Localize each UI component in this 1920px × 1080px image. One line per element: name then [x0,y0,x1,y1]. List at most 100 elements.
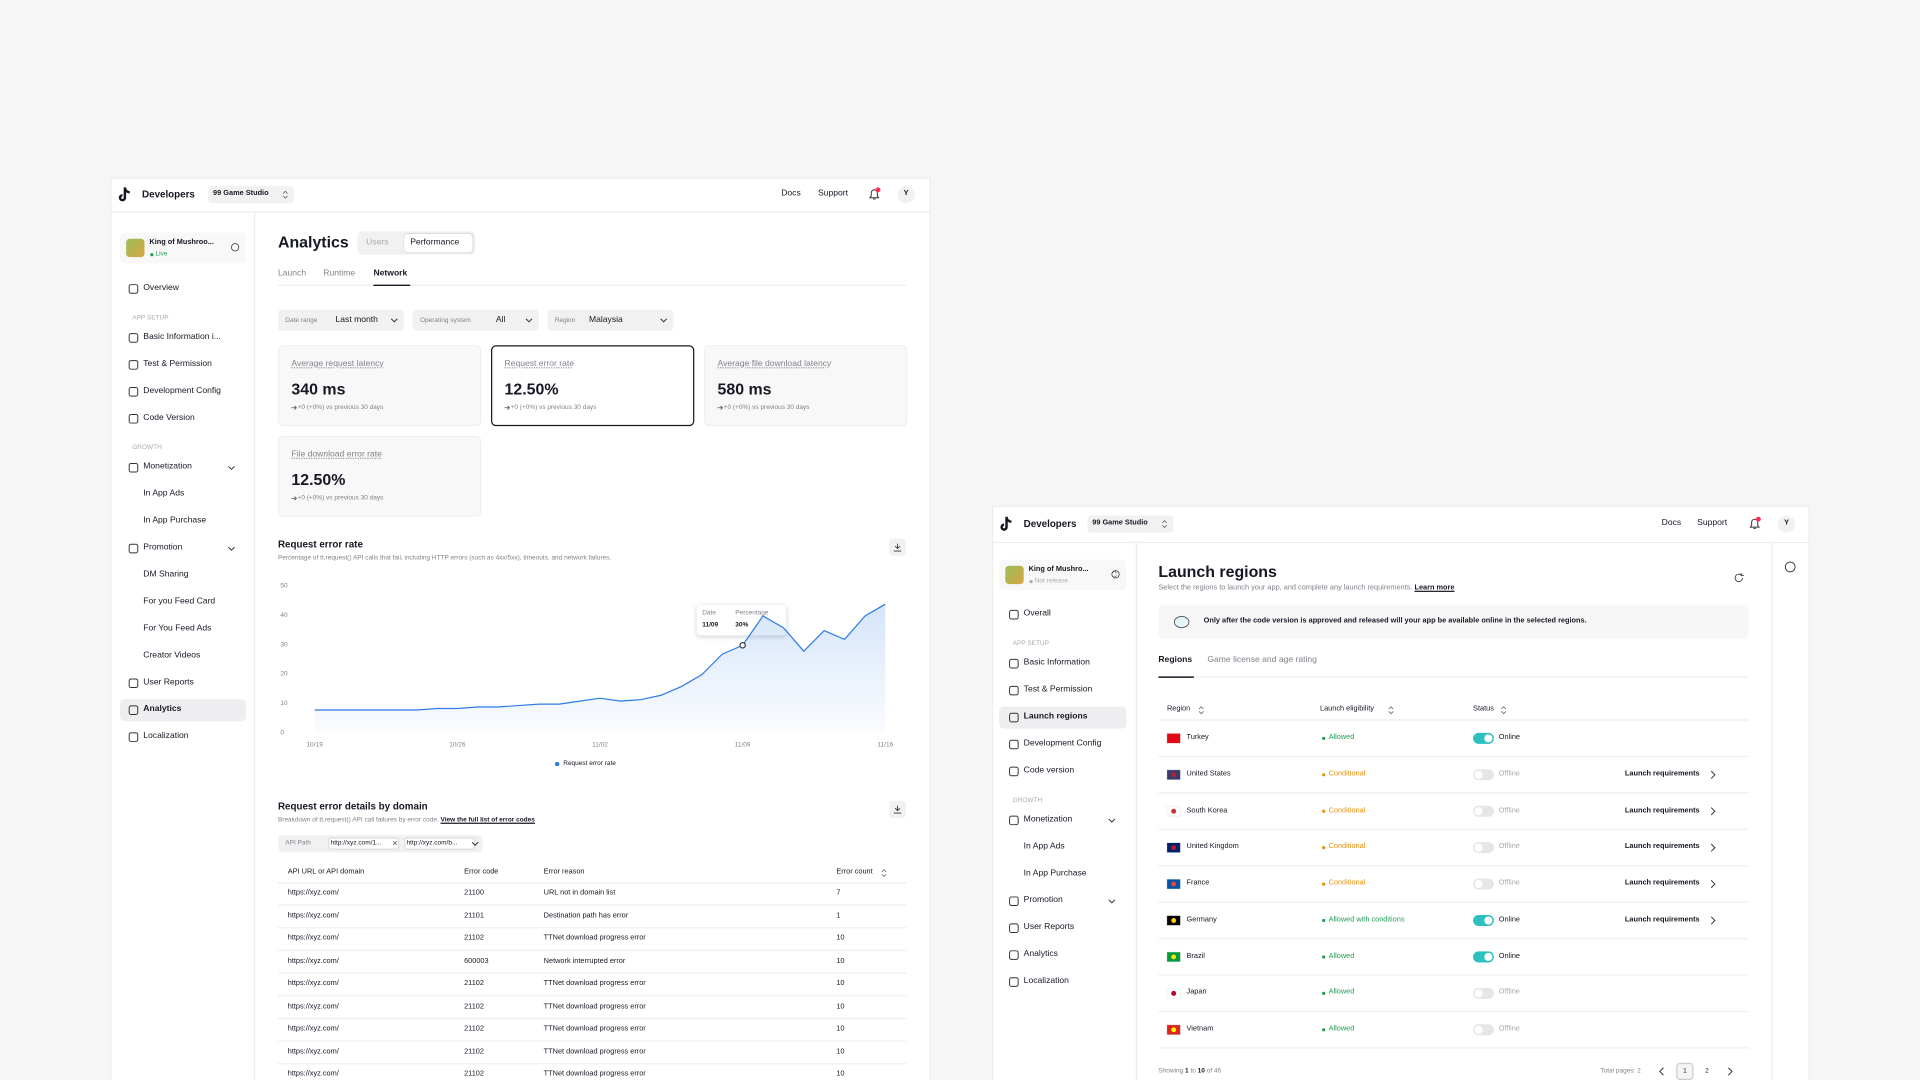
nav-item[interactable]: Monetization [143,462,192,472]
nav-item[interactable]: Localization [143,732,189,741]
column-header: Error reason [543,868,585,877]
nav-item[interactable]: Overview [143,283,180,293]
filter-label[interactable]: Date range [285,316,318,324]
tooltip-value: 30% [735,621,749,630]
filter-label[interactable]: Operating system [420,316,471,324]
nav-icon [128,543,139,554]
nav-subitem[interactable]: DM Sharing [143,570,189,579]
tab[interactable]: Performance [410,237,460,247]
metric-value: 12.50% [504,379,559,399]
header-link[interactable]: Support [817,189,848,199]
subtab[interactable]: Runtime [323,269,356,278]
subtab[interactable]: Network [373,269,408,278]
eligibility: Conditional [1328,806,1366,815]
metric-change: +0 (+0%) vs previous 30 days [510,403,597,412]
nav-icon [128,414,139,424]
action-link[interactable]: Launch requirements [1624,770,1700,778]
avatar-letter[interactable]: Y [903,190,909,198]
nav-icon [1009,977,1019,987]
trend-icon [291,405,297,410]
page-number[interactable]: 1 [1683,1067,1687,1075]
nav-item[interactable]: Analytics [143,705,182,714]
nav-item[interactable]: Analytics [1023,949,1058,959]
filter-value[interactable]: Last month [335,315,378,324]
hover-point [739,642,746,649]
nav-item[interactable]: Launch regions [1023,712,1088,721]
nav-subitem[interactable]: In App Ads [1023,842,1065,851]
sort-icon [1388,706,1394,715]
action-link[interactable]: Launch requirements [1624,916,1700,924]
nav-item[interactable]: Code version [1023,766,1075,775]
nav-item[interactable]: User Reports [143,678,194,687]
filter-value[interactable]: All [495,315,506,324]
app-status: Not release [1034,577,1068,586]
nav-item[interactable]: Development Config [1023,739,1102,748]
link[interactable]: View the full list of error codes [440,816,535,824]
page-number[interactable]: 2 [1705,1067,1709,1075]
metric-label[interactable]: Request error rate [504,359,575,369]
nav-subitem[interactable]: In App Ads [143,489,185,499]
nav-icon [128,360,139,370]
filter [277,309,405,331]
chart-description: Percentage of tt.request() API calls tha… [277,554,612,562]
metric-change: +0 (+0%) vs previous 30 days [297,403,384,412]
nav-section: GROWTH [1012,796,1043,805]
nav-item[interactable]: Basic Information [1023,658,1090,668]
y-tick-label: 40 [280,612,288,620]
nav-subitem[interactable]: Creator Videos [143,651,201,660]
nav-item[interactable]: Localization [1023,976,1069,986]
nav-item[interactable]: Promotion [1023,896,1063,905]
chevron-icon [1710,880,1716,889]
y-tick-label: 20 [280,670,288,679]
metric-label[interactable]: Average file download latency [717,359,832,369]
header-link[interactable]: Docs [781,189,801,199]
chevron-icon [1108,899,1116,904]
eligibility: Allowed with conditions [1328,916,1405,924]
table-cell: https://xyz.com/ [287,889,339,897]
studio-name[interactable]: 99 Game Studio [1092,519,1148,528]
nav-icon [1009,658,1019,669]
subtab[interactable]: Launch [277,269,307,278]
status: Offline [1498,806,1520,815]
action-link[interactable]: Launch requirements [1624,806,1700,815]
avatar-letter[interactable]: Y [1784,519,1789,528]
action-link[interactable]: Launch requirements [1624,843,1700,851]
link[interactable]: Learn more [1414,584,1455,592]
action-link[interactable]: Launch requirements [1624,879,1700,888]
nav-item[interactable]: Test & Permission [1023,685,1093,695]
header-link[interactable]: Support [1697,518,1728,528]
nav-subitem[interactable]: For you Feed Card [143,597,216,606]
tab[interactable]: Game license and age rating [1207,656,1317,665]
nav-subitem[interactable]: In App Purchase [143,516,207,526]
status: Online [1498,952,1521,960]
header-link[interactable]: Docs [1661,518,1682,528]
nav-item[interactable]: Code Version [143,413,195,423]
nav-icon [128,333,139,343]
nav-item[interactable]: Development Config [143,386,221,396]
studio-name[interactable]: 99 Game Studio [213,190,269,198]
chip-label[interactable]: http://xyz.com/1... [330,839,382,848]
nav-subitem[interactable]: In App Purchase [1023,869,1087,878]
nav-subitem[interactable]: For You Feed Ads [143,624,212,633]
flag-detail [1171,1027,1177,1033]
nav-item[interactable]: User Reports [1023,923,1075,932]
chip-label[interactable]: http://xyz.com/b... [406,839,458,848]
nav-item[interactable]: Monetization [1023,815,1073,824]
nav-item[interactable]: Basic Information i... [143,332,221,342]
nav-section: GROWTH [132,444,162,452]
nav-item[interactable]: Promotion [143,543,183,553]
app-thumb [126,238,145,258]
nav-item[interactable]: Test & Permission [143,359,212,369]
filter-label[interactable]: Region [554,316,576,324]
tab[interactable]: Users [366,237,389,247]
app-status: Live [155,250,168,259]
filter-value[interactable]: Malaysia [588,315,623,324]
metric-label[interactable]: File download error rate [291,450,382,459]
nav-item[interactable]: Overall [1023,609,1051,619]
studio-chip [1087,515,1174,533]
eligibility-dot [1322,882,1326,886]
nav-icon [1009,815,1019,826]
metric-label[interactable]: Average request latency [291,359,384,369]
tab[interactable]: Regions [1158,656,1193,665]
